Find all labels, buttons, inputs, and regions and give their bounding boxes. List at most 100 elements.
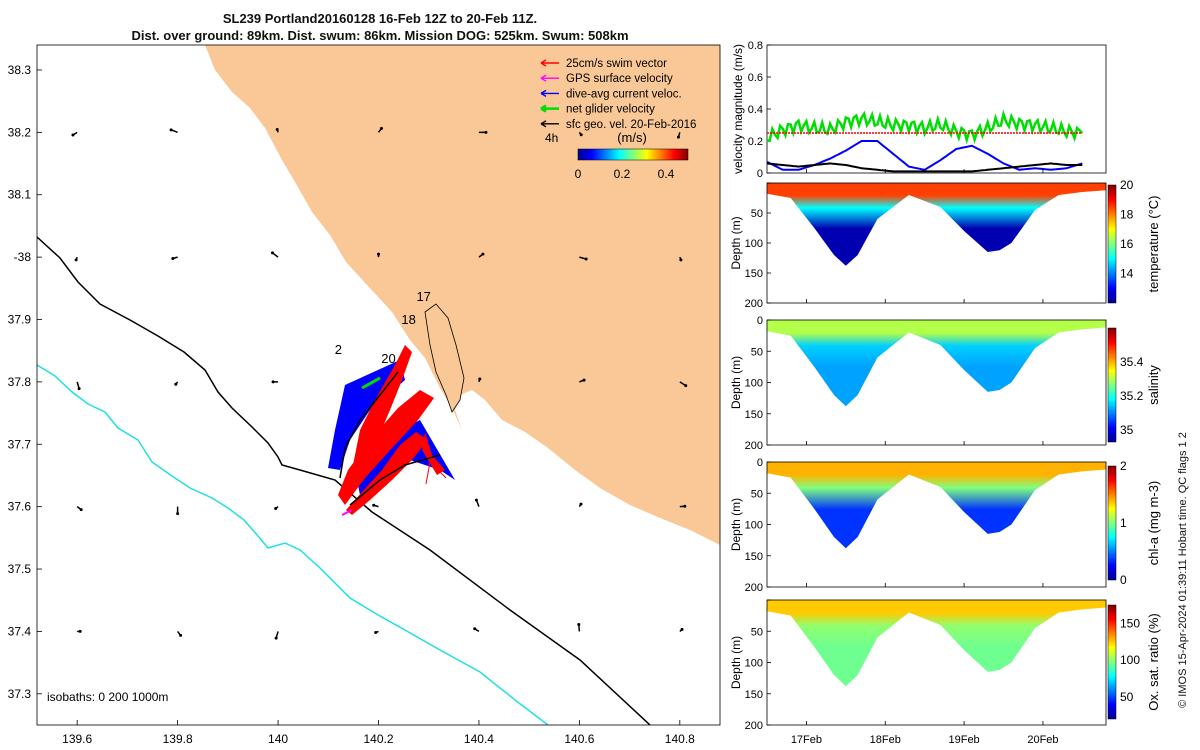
velocity-ytick-label: 0 <box>757 168 763 180</box>
colorbar-tick-label: 35.4 <box>1120 355 1144 369</box>
colorbar-tick-label: 20 <box>1120 178 1134 192</box>
legend-label: GPS surface velocity <box>566 73 673 85</box>
figure-title-line-1: SL239 Portland20160128 16-Feb 12Z to 20-… <box>222 11 538 26</box>
depth-tick-label: 200 <box>745 440 763 452</box>
depth-tick-label: 200 <box>745 720 763 732</box>
map-xtick-label: 140.2 <box>363 732 393 746</box>
colorbar-label: salinity <box>1146 365 1161 405</box>
legend-label: net glider velocity <box>566 104 655 116</box>
net-glider-velocity-arrow <box>361 376 381 390</box>
peninsula <box>424 303 465 413</box>
depth-axis-label: Depth (m) <box>729 216 743 269</box>
depth-tick-label: 100 <box>745 238 763 250</box>
map-xtick-label: 140.6 <box>564 732 594 746</box>
section-colorbar <box>1107 184 1117 304</box>
time-tick-label: 18Feb <box>870 734 901 746</box>
depth-tick-label: 0 <box>757 457 763 469</box>
depth-tick-label: 150 <box>745 551 763 563</box>
swim-vector-fan <box>346 432 428 515</box>
map-ytick-label: 37.4 <box>8 624 32 638</box>
map-legend: 25cm/s swim vector GPS surface velocity di… <box>540 58 696 131</box>
colorbar-tick-label: 0.2 <box>614 167 631 181</box>
velocity-series-line <box>766 162 1083 173</box>
depth-tick-label: 150 <box>745 689 763 701</box>
track-day-label: 18 <box>401 312 415 327</box>
map-ytick-label: 37.3 <box>8 687 32 701</box>
depth-tick-label: 150 <box>745 268 763 280</box>
credit-line: © IMOS 15-Apr-2024 01:39:11 Hobart time.… <box>1177 432 1189 708</box>
depth-axis-label: Depth (m) <box>729 498 743 551</box>
map-ytick-label: -38 <box>14 250 32 264</box>
depth-tick-label: 50 <box>751 346 763 358</box>
time-tick-label: 20Feb <box>1027 734 1058 746</box>
swim-vector-arrow <box>429 461 447 479</box>
section-colorbar <box>1107 327 1117 443</box>
velocity-ytick-label: 0.6 <box>748 72 763 84</box>
depth-tick-label: 200 <box>745 582 763 594</box>
track-day-label: 2 <box>335 342 342 357</box>
colorbar-interval: 4h <box>545 131 558 145</box>
map-ytick-label: 37.9 <box>8 312 32 326</box>
depth-tick-label: 100 <box>745 658 763 670</box>
coastline-land <box>205 45 720 545</box>
map-ytick-label: 37.7 <box>8 437 32 451</box>
section-panel-temperature: 50 100 150 200 Depth (m) 14 16 18 20 temperature … <box>729 178 1161 310</box>
colorbar-tick-label: 100 <box>1120 653 1140 667</box>
colorbar-tick-label: 0 <box>1120 573 1127 587</box>
swim-vector-fan <box>338 390 434 505</box>
section-data-area <box>767 183 1106 266</box>
map-ytick-label: 37.6 <box>8 500 32 514</box>
legend-label: 25cm/s swim vector <box>566 58 667 70</box>
section-panel-oxygen-saturation: 50 100 150 200 Depth (m) 50 100 150 Ox. sat. rat… <box>729 599 1161 732</box>
colorbar-tick-label: 150 <box>1120 616 1140 630</box>
colorbar-tick-label: 35.2 <box>1120 389 1144 403</box>
depth-tick-label: 100 <box>745 520 763 532</box>
glider-track-line <box>339 371 399 479</box>
time-tick-label: 19Feb <box>948 734 979 746</box>
map-axes: 139.6 139.8 140 140.2 140.4 140.6 140.8 37.3 37.… <box>8 63 696 746</box>
gps-surface-velocity-arrow <box>341 509 353 516</box>
map-ytick-label: 38.1 <box>8 188 32 202</box>
swim-vector-arrow <box>425 461 431 485</box>
time-tick-label: 17Feb <box>791 734 822 746</box>
glider-track <box>328 345 455 516</box>
isobath-200m <box>37 236 651 725</box>
depth-tick-label: 100 <box>745 378 763 390</box>
glider-track-line <box>349 454 441 506</box>
colorbar-tick-label: 50 <box>1120 690 1134 704</box>
section-data-area <box>767 462 1106 549</box>
legend-label: dive-avg current veloc. <box>566 88 682 100</box>
colorbar-label: temperature (°C) <box>1146 196 1161 293</box>
isobaths-label: isobaths: 0 200 1000m <box>47 690 168 704</box>
colorbar-tick-label: 18 <box>1120 208 1134 222</box>
section-colorbar <box>1107 604 1117 720</box>
map-ytick-label: 38.2 <box>8 125 32 139</box>
map-xtick-label: 140 <box>268 732 288 746</box>
colorbar-tick-label: 35 <box>1120 423 1134 437</box>
velocity-ytick-label: 0.8 <box>748 40 763 52</box>
time-axis: 17Feb 18Feb 19Feb 20Feb <box>791 169 1059 746</box>
colorbar-title: (m/s) <box>617 130 647 145</box>
depth-tick-label: 200 <box>745 298 763 310</box>
velocity-ytick-label: 0.4 <box>748 104 763 116</box>
depth-tick-label: 150 <box>745 409 763 421</box>
depth-axis-label: Depth (m) <box>729 356 743 409</box>
velocity-ylabel: velocity magnitude (m/s) <box>731 44 745 174</box>
map-ytick-label: 37.8 <box>8 375 32 389</box>
velocity-series-line <box>766 140 1083 171</box>
figure-title-line-2: Dist. over ground: 89km. Dist. swum: 86k… <box>131 28 629 43</box>
track-day-label: 17 <box>416 289 430 304</box>
map-xtick-label: 139.6 <box>62 732 92 746</box>
colorbar-tick-label: 16 <box>1120 237 1134 251</box>
depth-tick-label: 0 <box>757 315 763 327</box>
section-data-area <box>767 320 1106 407</box>
depth-tick-label: 50 <box>751 626 763 638</box>
legend-label: sfc geo. vel. 20-Feb-2016 <box>566 119 696 131</box>
map-xtick-label: 140.8 <box>665 732 695 746</box>
colorbar-label: Ox. sat. ratio (%) <box>1146 613 1161 711</box>
